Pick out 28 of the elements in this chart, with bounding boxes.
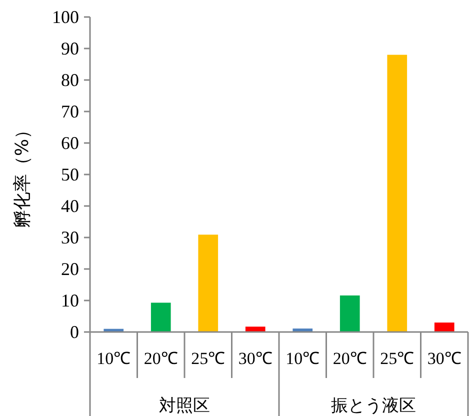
y-tick-label: 90	[61, 38, 79, 58]
bar	[150, 302, 171, 332]
y-axis-title: 孵化率（%）	[12, 120, 33, 228]
bar	[434, 322, 454, 332]
x-tick-label: 20℃	[332, 349, 367, 368]
bar	[340, 295, 360, 332]
x-tick-label: 10℃	[286, 349, 320, 368]
x-tick-label: 25℃	[191, 349, 226, 368]
text: 対照区	[159, 396, 210, 416]
x-tick-label: 30℃	[238, 349, 272, 368]
x-tick-label: 30℃	[427, 349, 462, 368]
x-tick-label: 10℃	[96, 349, 131, 368]
y-tick-label: 0	[70, 322, 79, 342]
y-tick-label: 20	[61, 258, 79, 279]
y-tick-label: 10	[61, 290, 79, 310]
y-tick-label: 30	[61, 227, 79, 248]
bar	[387, 54, 408, 332]
y-tick-label: 100	[52, 6, 79, 27]
bar	[198, 234, 218, 332]
y-tick-label: 50	[61, 164, 79, 184]
y-tick-label: 70	[61, 101, 79, 122]
bar	[245, 326, 266, 332]
y-tick-label: 40	[61, 196, 79, 216]
text: 振とう液区	[331, 396, 416, 416]
x-tick-label: 20℃	[144, 349, 178, 368]
y-tick-label: 60	[61, 132, 79, 153]
x-tick-label: 25℃	[380, 349, 414, 368]
y-tick-label: 80	[61, 70, 79, 90]
